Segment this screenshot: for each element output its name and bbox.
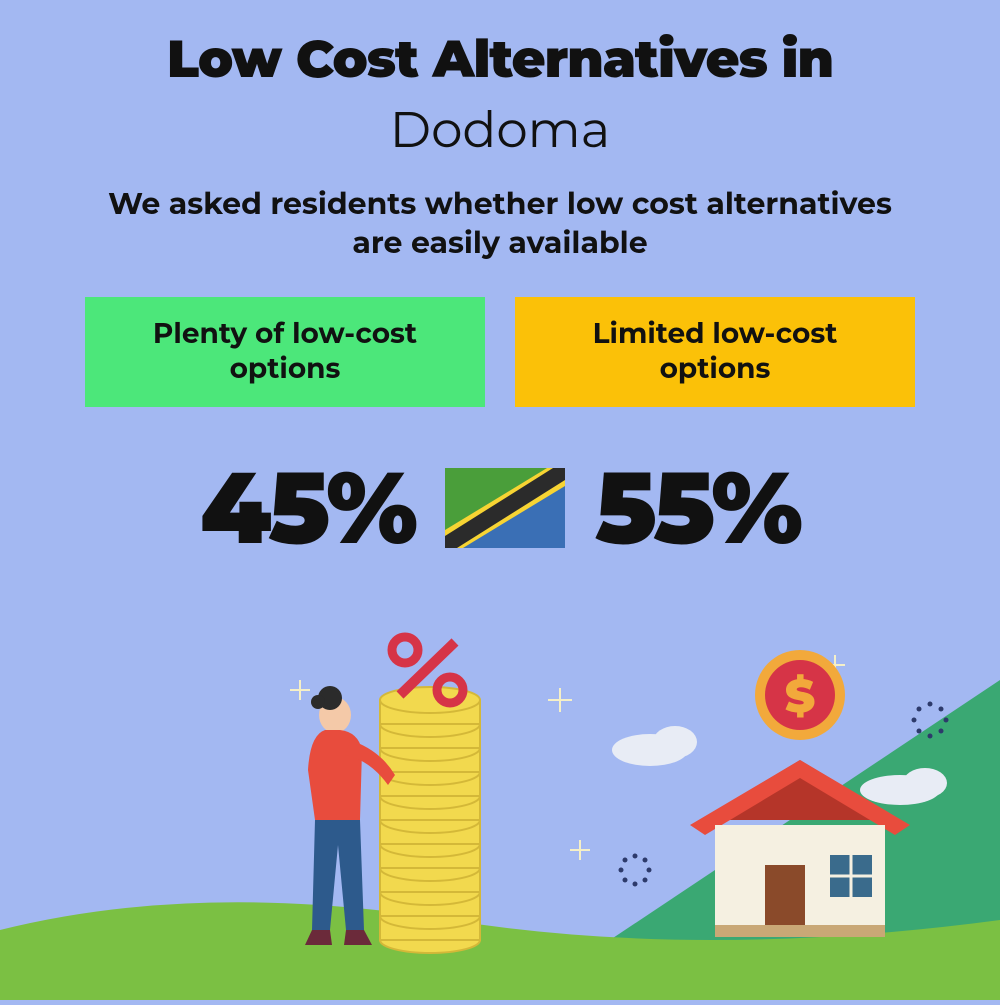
- illustration: $: [0, 620, 1000, 1000]
- stat-right: 55%: [595, 447, 800, 569]
- flag-icon: [445, 468, 565, 548]
- option-plenty: Plenty of low-cost options: [85, 297, 485, 407]
- subtitle: We asked residents whether low cost alte…: [0, 184, 1000, 262]
- dollar-coin-icon: $: [755, 650, 845, 740]
- stats-row: 45% 55%: [0, 447, 1000, 569]
- stat-left: 45%: [200, 447, 415, 569]
- title-line1: Low Cost Alternatives in: [0, 0, 1000, 91]
- title-line2: Dodoma: [0, 99, 1000, 160]
- svg-text:$: $: [785, 667, 815, 724]
- options-row: Plenty of low-cost options Limited low-c…: [0, 297, 1000, 407]
- option-limited: Limited low-cost options: [515, 297, 915, 407]
- coin-stack-icon: [380, 687, 480, 953]
